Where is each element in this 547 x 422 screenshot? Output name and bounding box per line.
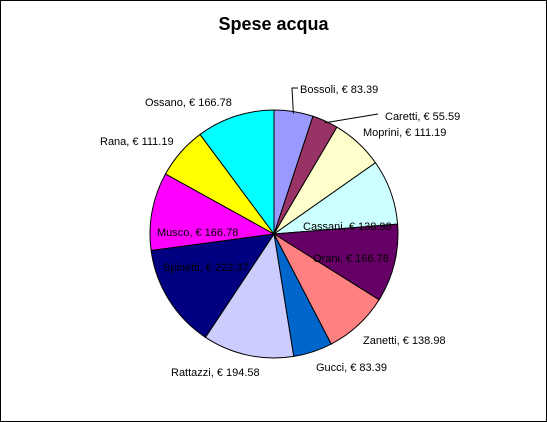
slice-label-orani: Orani, € 166.78 — [313, 253, 389, 265]
chart-title: Spese acqua — [218, 14, 329, 34]
pie-slice-ossano — [199, 109, 275, 236]
slice-label-spinetti: Spinetti, € 222.37 — [163, 262, 249, 274]
slice-label-ossano: Ossano, € 166.78 — [145, 97, 232, 109]
slice-label-rattazzi: Rattazzi, € 194.58 — [171, 367, 260, 379]
pie-slice-orani — [272, 223, 399, 301]
pie-slice-spinetti — [150, 233, 276, 339]
pie-slice-rattazzi — [204, 232, 295, 359]
leader-line-caretti — [324, 113, 379, 124]
slice-label-caretti: Caretti, € 55.59 — [385, 111, 460, 123]
slice-label-zanetti: Zanetti, € 138.98 — [363, 335, 446, 347]
slice-label-bossoli: Bossoli, € 83.39 — [300, 84, 378, 96]
slice-label-moprini: Moprini, € 111.19 — [363, 127, 446, 139]
slice-label-gucci: Gucci, € 83.39 — [316, 362, 387, 374]
slice-label-cassani: Cassani, € 138.98 — [303, 221, 392, 233]
slice-label-musco: Musco, € 166.78 — [157, 227, 238, 239]
leader-line-bossoli — [291, 87, 298, 114]
pie-slice-musco — [149, 173, 276, 252]
slice-label-rana: Rana, € 111.19 — [100, 136, 174, 148]
